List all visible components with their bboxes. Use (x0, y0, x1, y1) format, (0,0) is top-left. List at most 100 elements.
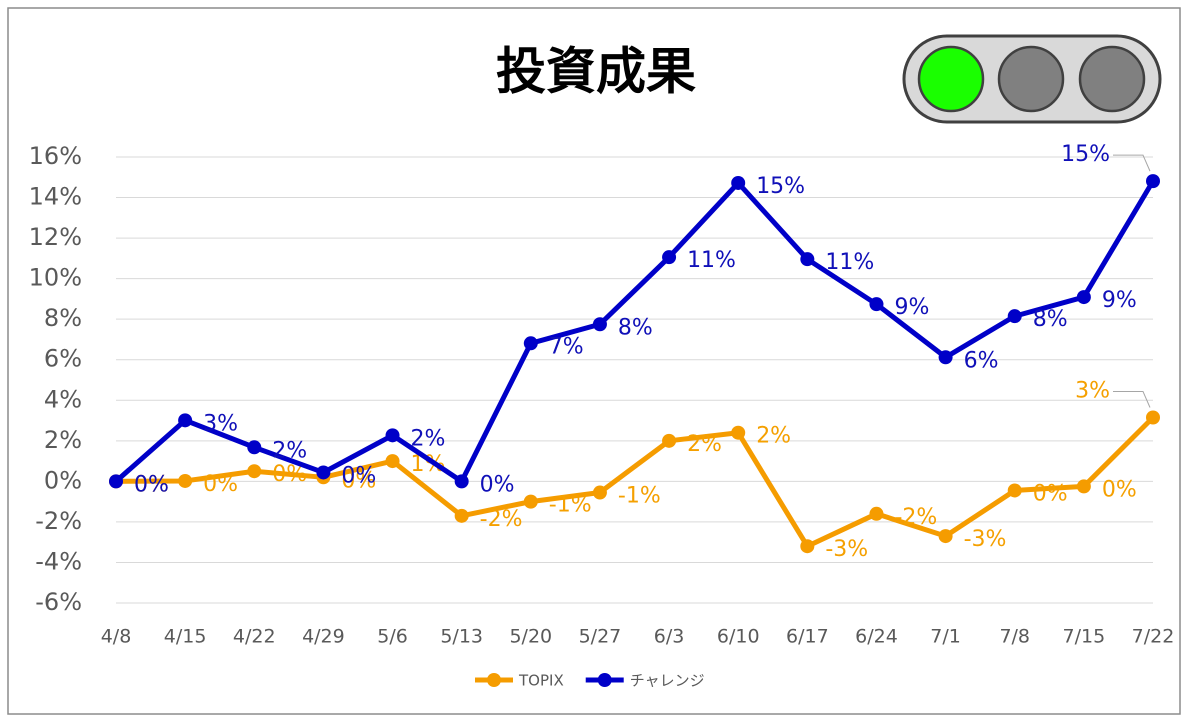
data-point (1007, 483, 1022, 498)
data-point (178, 413, 193, 428)
data-point (178, 473, 193, 488)
legend-label: TOPIX (518, 672, 564, 690)
data-label: -2% (480, 507, 523, 532)
data-label: -3% (825, 537, 868, 562)
data-label: 0% (203, 472, 238, 497)
y-tick-label: 6% (44, 345, 82, 373)
y-tick-label: 10% (29, 264, 82, 292)
data-point (662, 250, 677, 265)
x-tick-label: 6/24 (855, 626, 898, 648)
leader-line (1113, 154, 1151, 172)
data-point (1146, 410, 1160, 425)
x-tick-label: 4/22 (233, 626, 276, 648)
legend-label: チャレンジ (630, 672, 705, 690)
data-label: -1% (549, 493, 592, 518)
legend-marker (597, 673, 612, 687)
data-point (454, 508, 469, 523)
y-tick-label: -4% (35, 547, 82, 575)
data-point (523, 336, 538, 351)
data-point (662, 433, 677, 448)
traffic-light (902, 34, 1162, 124)
data-label: 0% (134, 472, 169, 497)
data-label: 3% (1075, 379, 1110, 404)
data-label: 6% (964, 348, 999, 373)
data-point (731, 175, 746, 190)
x-tick-label: 6/3 (654, 626, 685, 648)
data-label: 8% (618, 315, 653, 340)
data-label: 0% (1033, 481, 1068, 506)
data-point (869, 506, 884, 521)
data-label: 2% (272, 438, 307, 463)
y-tick-label: 14% (29, 183, 82, 211)
data-point (800, 539, 815, 554)
leader-line (1113, 391, 1151, 408)
data-point (109, 474, 123, 489)
y-tick-label: -6% (35, 588, 82, 616)
data-point (316, 465, 331, 480)
x-tick-label: 7/22 (1132, 626, 1175, 648)
data-label: 15% (756, 174, 805, 199)
data-point (592, 317, 607, 332)
data-label: 8% (1033, 307, 1068, 332)
data-point (523, 494, 538, 509)
data-label: 7% (549, 334, 584, 359)
y-tick-label: 16% (29, 142, 82, 170)
data-point (385, 454, 400, 469)
data-label: 0% (1102, 477, 1137, 502)
data-point (1076, 290, 1091, 305)
data-label: 11% (687, 248, 736, 273)
data-label: 0% (134, 472, 169, 497)
x-tick-label: 7/8 (999, 626, 1030, 648)
data-point (1076, 479, 1091, 494)
data-point (869, 297, 884, 312)
data-point (592, 485, 607, 500)
data-point (938, 529, 953, 544)
y-tick-label: -2% (35, 507, 82, 535)
data-point (454, 474, 469, 489)
series-line (114, 179, 1156, 484)
x-tick-label: 5/20 (509, 626, 552, 648)
y-tick-label: 4% (44, 385, 82, 413)
data-point (938, 350, 953, 365)
data-point (800, 252, 815, 267)
x-tick-label: 7/15 (1063, 626, 1106, 648)
data-point (1146, 174, 1160, 189)
y-tick-label: 8% (44, 304, 82, 332)
x-tick-label: 6/10 (717, 626, 760, 648)
green-light (917, 45, 985, 113)
data-label: 15% (1061, 142, 1110, 167)
data-label: 11% (825, 250, 874, 275)
y-tick-label: 2% (44, 426, 82, 454)
data-label: -2% (894, 505, 937, 530)
data-label: 0% (480, 472, 515, 497)
data-label: 9% (894, 295, 929, 320)
y-tick-label: 12% (29, 223, 82, 251)
data-label: 0% (341, 468, 376, 493)
x-tick-label: 5/6 (377, 626, 408, 648)
data-label: -3% (964, 527, 1007, 552)
off-light (997, 45, 1065, 113)
data-label: 9% (1102, 288, 1137, 313)
data-label: -1% (618, 484, 661, 509)
chart-frame (7, 7, 1181, 715)
off-light (1078, 45, 1146, 113)
series-line (115, 415, 1155, 549)
x-tick-label: 5/27 (579, 626, 622, 648)
data-label: 2% (411, 426, 446, 451)
x-tick-label: 4/8 (101, 626, 132, 648)
y-tick-label: 0% (44, 466, 82, 494)
data-point (1007, 309, 1022, 324)
data-label: 3% (203, 411, 238, 436)
data-point (247, 440, 262, 455)
x-tick-label: 7/1 (930, 626, 961, 648)
data-label: 2% (756, 424, 791, 449)
chart-title: 投資成果 (496, 43, 696, 101)
x-tick-label: 4/15 (164, 626, 207, 648)
data-label: 0% (341, 463, 376, 488)
data-point (385, 428, 400, 443)
data-label: 2% (687, 432, 722, 457)
legend-marker (487, 673, 501, 687)
x-tick-label: 4/29 (302, 626, 345, 648)
x-tick-label: 6/17 (786, 626, 829, 648)
